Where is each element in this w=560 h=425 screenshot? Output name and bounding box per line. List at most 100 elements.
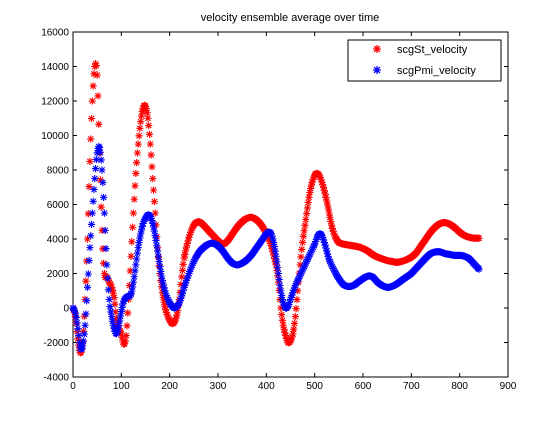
data-point: [89, 197, 97, 205]
data-point: [298, 245, 306, 254]
data-point: [75, 331, 83, 340]
data-point: [134, 244, 142, 252]
data-point: [128, 238, 136, 246]
data-point: [91, 164, 100, 173]
data-point: [327, 221, 336, 229]
data-point: [306, 250, 314, 259]
data-point: [323, 197, 331, 205]
data-point: [85, 183, 93, 191]
data-point: [144, 114, 152, 122]
data-point: [288, 333, 296, 341]
data-point: [316, 174, 324, 182]
x-axis-ticks: 0 100 200 300 400 500 600 700 800 900: [70, 32, 517, 392]
data-point: [171, 316, 179, 324]
data-point: [324, 253, 332, 261]
data-point: [188, 261, 196, 269]
data-point: [112, 314, 121, 322]
data-point: [136, 124, 144, 132]
data-point: [312, 235, 320, 243]
data-point: [96, 148, 104, 156]
data-point: [327, 261, 336, 269]
y-tick-label: 10000: [41, 131, 69, 142]
legend-box: [347, 39, 502, 82]
data-point: [293, 296, 301, 304]
y-tick-label: 0: [63, 304, 69, 315]
y-tick-label: 4000: [47, 235, 70, 246]
data-point: [175, 299, 183, 307]
data-point: [282, 334, 291, 343]
data-point: [160, 284, 168, 292]
data-point: [131, 182, 139, 190]
data-point: [120, 297, 128, 305]
data-point: [79, 337, 88, 345]
y-tick-label: 14000: [41, 62, 69, 73]
data-point: [162, 308, 171, 317]
data-point: [141, 102, 150, 110]
x-tick-label: 800: [451, 381, 468, 392]
data-point: [127, 252, 135, 260]
data-point: [184, 236, 192, 244]
data-point: [91, 175, 99, 183]
data-point: [94, 92, 102, 100]
legend-marker-scgst: [373, 45, 381, 53]
data-point: [285, 301, 293, 309]
data-point: [150, 227, 158, 235]
data-point: [112, 330, 121, 338]
data-point: [74, 335, 82, 343]
data-point: [145, 130, 154, 138]
data-point: [106, 302, 114, 311]
data-point: [133, 149, 142, 157]
data-point: [308, 245, 317, 253]
data-point: [185, 269, 193, 278]
data-point: [156, 263, 164, 271]
data-point: [126, 267, 134, 275]
data-point: [151, 231, 159, 240]
data-point: [319, 233, 327, 242]
data-point: [142, 105, 150, 113]
data-point: [294, 276, 302, 284]
data-point: [326, 259, 335, 267]
data-point: [87, 232, 95, 240]
data-point: [150, 198, 158, 206]
data-point: [289, 330, 297, 338]
data-point: [176, 288, 184, 296]
data-point: [323, 247, 331, 255]
data-point: [280, 325, 288, 333]
data-point: [87, 220, 96, 229]
data-point: [159, 294, 167, 302]
y-tick-label: 2000: [47, 269, 70, 280]
data-point: [161, 302, 169, 310]
data-point: [109, 289, 117, 297]
data-point: [187, 265, 195, 273]
data-point: [268, 232, 276, 240]
plot-area: [72, 31, 509, 378]
data-point: [182, 243, 191, 251]
data-point: [98, 166, 106, 174]
data-point: [100, 259, 108, 267]
data-point: [181, 281, 189, 289]
data-point: [86, 244, 94, 252]
data-point: [291, 313, 299, 321]
data-point: [301, 221, 309, 229]
data-point: [87, 135, 95, 143]
data-point: [79, 327, 88, 335]
data-point: [265, 237, 274, 245]
data-point: [310, 242, 318, 250]
data-point: [149, 186, 158, 194]
data-point: [182, 277, 191, 285]
data-point: [301, 261, 309, 269]
data-point: [304, 254, 312, 262]
data-point: [143, 109, 151, 117]
data-point: [88, 97, 96, 105]
data-point: [274, 269, 283, 278]
data-point: [287, 293, 295, 302]
data-point: [290, 286, 298, 294]
data-point: [294, 287, 302, 295]
data-point: [79, 342, 87, 350]
data-point: [162, 289, 170, 297]
data-point: [95, 143, 104, 152]
data-point: [188, 224, 196, 232]
data-point: [186, 231, 194, 239]
data-point: [183, 274, 191, 282]
